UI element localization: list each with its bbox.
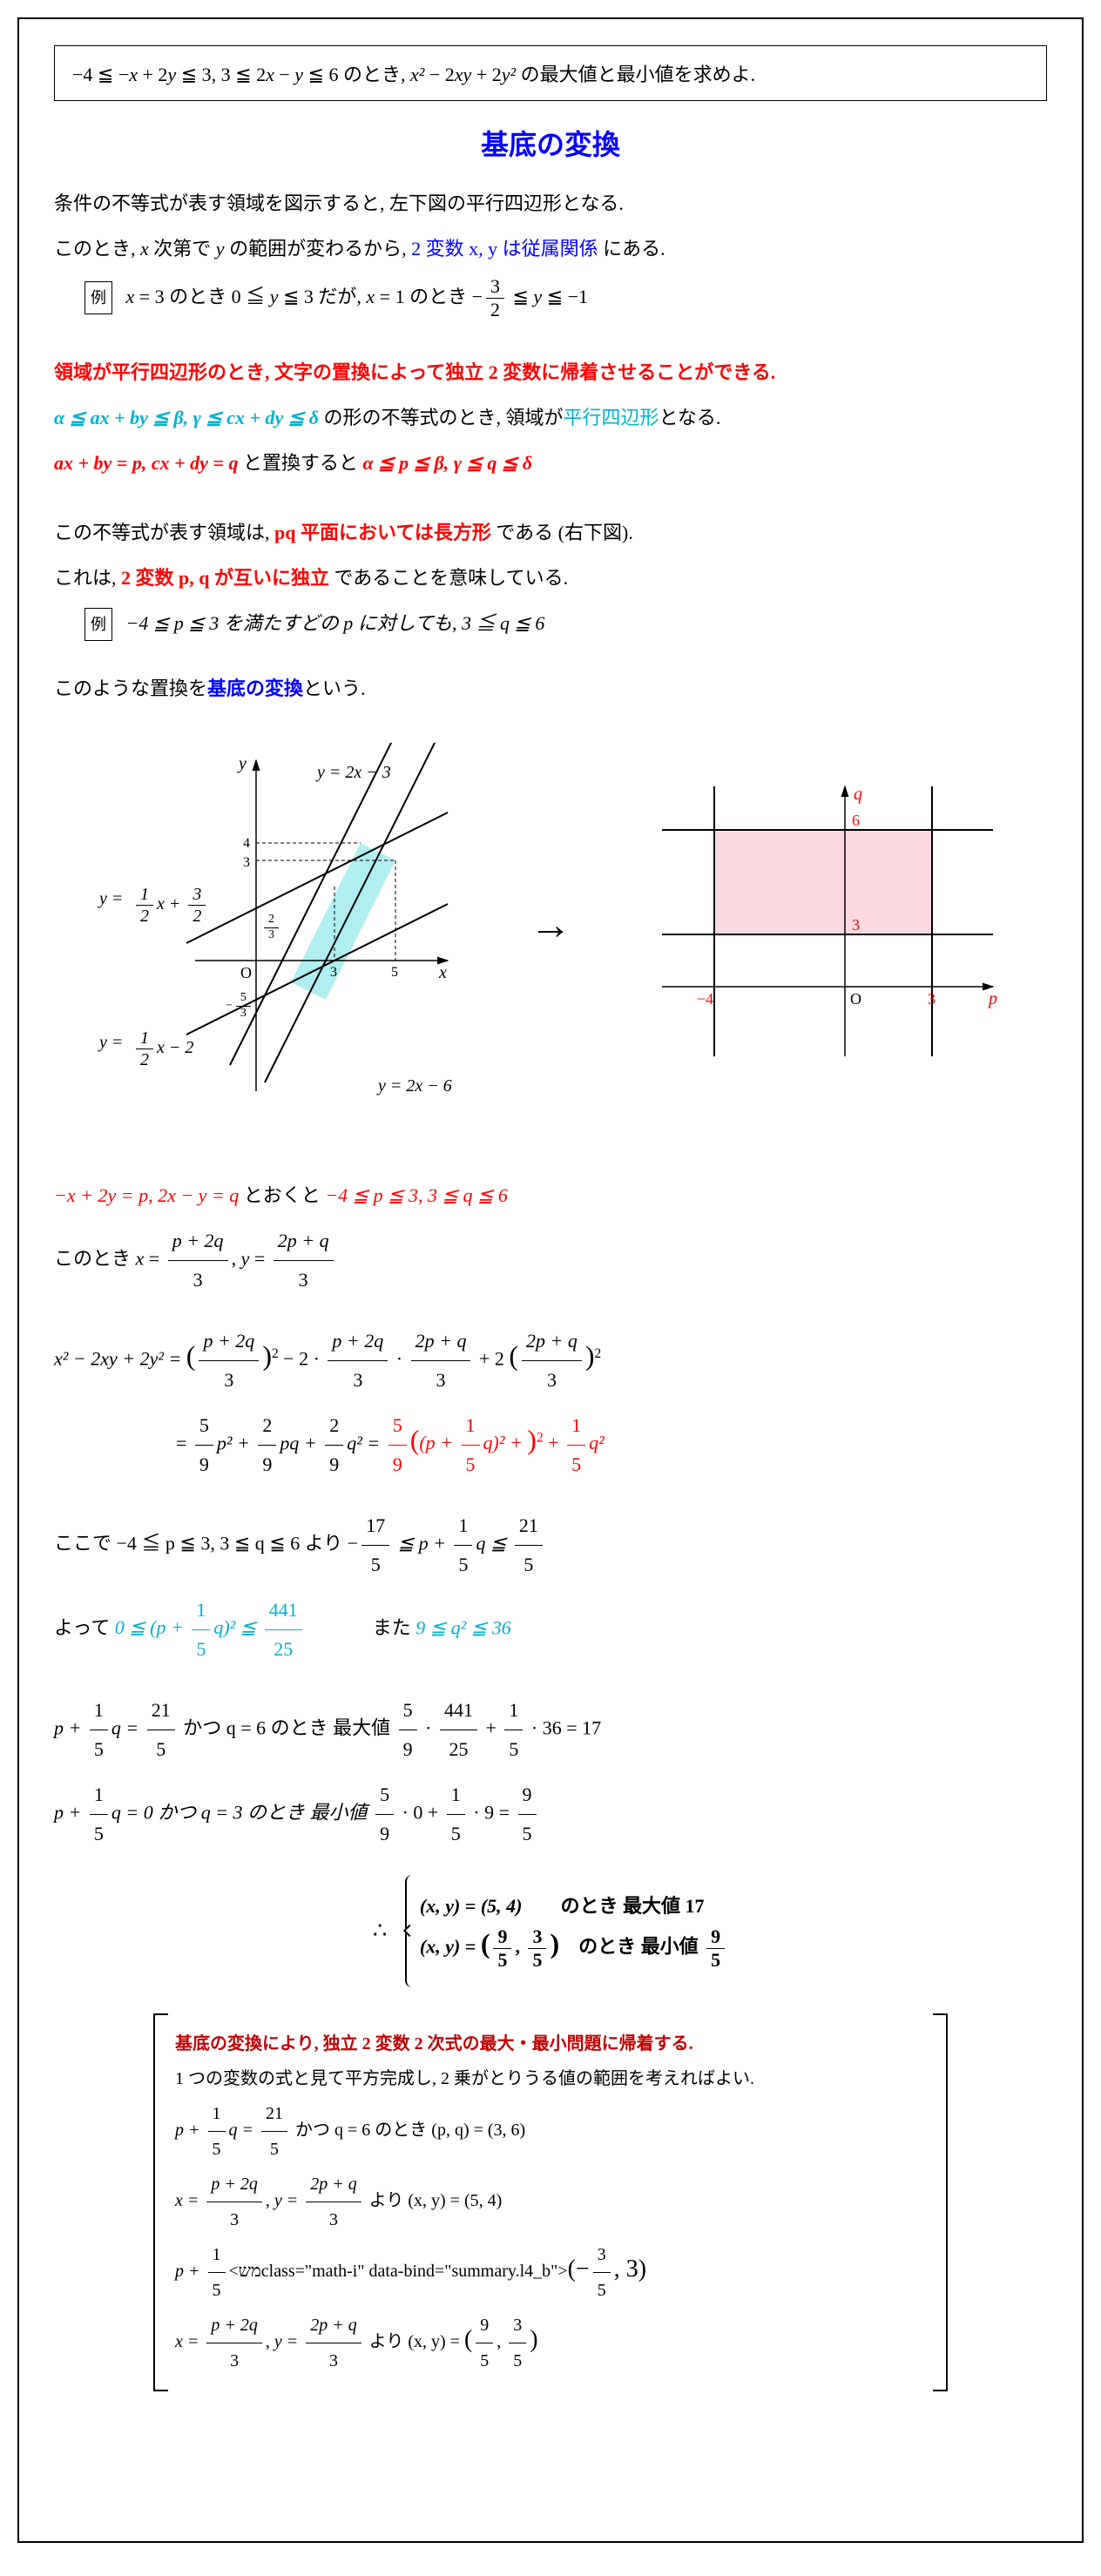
intro-example: 例 x = 3 のとき 0 ≦ y ≦ 3 だが, x = 1 のとき −32 … [54,275,1047,322]
svg-text:O: O [850,990,861,1008]
svg-text:−4: −4 [697,990,713,1008]
svg-text:3: 3 [330,965,337,980]
svg-text:y =: y = [98,1033,123,1052]
sol-range: ここで −4 ≦ p ≦ 3, 3 ≦ q ≦ 6 より −175 ≦ p + … [54,1507,1047,1584]
summary-l1: 1 つの変数の式と見て平方完成し, 2 乗がとりうる値の範囲を考えればよい. [175,2061,926,2096]
svg-text:3: 3 [928,990,936,1008]
sol-bounds: よって 0 ≦ (p + 15q)² ≦ 44125 また 9 ≦ q² ≦ 3… [54,1591,1047,1669]
summary-l5: x = p + 2q3, y = 2p + q3 より (x, y) = (95… [175,2308,926,2378]
svg-text:p: p [987,989,997,1008]
svg-text:y: y [237,754,247,773]
summary-l4: p + 15<משclass="math-i" data-bind="summa… [175,2237,926,2308]
section-title: 基底の変換 [54,123,1047,163]
intro-line-1: 条件の不等式が表す領域を図示すると, 左下図の平行四辺形となる. [54,185,1047,223]
final-answer: ∴ (x, y) = (5, 4)のとき 最大値 17 (x, y) = (95… [54,1875,1047,1987]
sol-xy: このとき x = p + 2q3, y = 2p + q3 [54,1222,1047,1299]
svg-text:6: 6 [852,812,860,829]
summary-l2: p + 15q = 215 かつ q = 6 のとき (p, q) = (3, … [175,2096,926,2167]
sol-expand-2: = 59p² + 29pq + 29q² = 59((p + 15q)² + )… [54,1406,1047,1484]
intro-line-2: このとき, x 次第で y の範囲が変わるから, 2 変数 x, y は従属関係… [54,230,1047,268]
svg-text:4: 4 [243,836,250,851]
diagram-left: x y O y = 2x − 3 y = 2x − 6 y = 12x + 32 [91,743,456,1109]
svg-text:x: x [438,963,447,982]
problem-box: −4 ≦ −x + 2y ≦ 3, 3 ≦ 2x − y ≦ 6 のとき, x²… [54,45,1047,101]
svg-text:y = 2x − 6: y = 2x − 6 [376,1076,452,1096]
svg-text:3: 3 [852,916,860,934]
sol-substitution: −x + 2y = p, 2x − y = q とおくと −4 ≦ p ≦ 3,… [54,1177,1047,1215]
svg-text:3: 3 [243,855,250,870]
diagram-row: x y O y = 2x − 3 y = 2x − 6 y = 12x + 32 [54,743,1047,1109]
svg-text:y = 2x − 3: y = 2x − 3 [315,763,391,782]
summary-red: 基底の変換により, 独立 2 変数 2 次式の最大・最小問題に帰着する. [175,2026,926,2061]
key-red-2: ax + by = p, cx + dy = q と置換すると α ≦ p ≦ … [54,444,1047,482]
example-label: 例 [84,281,112,314]
sol-max: p + 15q = 215 かつ q = 6 のとき 最大値 59 · 4412… [54,1691,1047,1769]
key-cyan-line: α ≦ ax + by ≦ β, γ ≦ cx + dy ≦ δ の形の不等式の… [54,399,1047,437]
svg-text:q: q [854,785,862,804]
summary-box: 基底の変換により, 独立 2 変数 2 次式の最大・最小問題に帰着する. 1 つ… [153,2013,948,2391]
svg-text:y =: y = [98,889,123,908]
mid-line-3: このような置換を基底の変換という. [54,670,1047,708]
transform-arrow-icon: → [530,901,571,949]
problem-text: −4 ≦ −x + 2y ≦ 3, 3 ≦ 2x − y ≦ 6 のとき, x²… [72,64,755,85]
svg-text:5: 5 [391,965,398,980]
page-container: −4 ≦ −x + 2y ≦ 3, 3 ≦ 2x − y ≦ 6 のとき, x²… [17,17,1084,2543]
svg-text:O: O [240,964,252,981]
diagram-right: q p O 6 3 −4 3 [645,769,1010,1082]
mid-example: 例 −4 ≦ p ≦ 3 を満たすどの p に対しても, 3 ≦ q ≦ 6 [54,604,1047,643]
summary-l3: x = p + 2q3, y = 2p + q3 より (x, y) = (5,… [175,2167,926,2237]
mid-line-1: この不等式が表す領域は, pq 平面においては長方形 である (右下図). [54,514,1047,552]
sol-expand-1: x² − 2xy + 2y² = (p + 2q3)2 − 2 · p + 2q… [54,1322,1047,1399]
sol-min: p + 15q = 0 かつ q = 3 のとき 最小値 59 · 0 + 15… [54,1776,1047,1853]
mid-line-2: これは, 2 変数 p, q が互いに独立 であることを意味している. [54,559,1047,597]
key-red-1: 領域が平行四辺形のとき, 文字の置換によって独立 2 変数に帰着させることができ… [54,354,1047,392]
intro-blue: 2 変数 x, y は従属関係 [411,238,598,260]
example-label-2: 例 [84,608,112,641]
